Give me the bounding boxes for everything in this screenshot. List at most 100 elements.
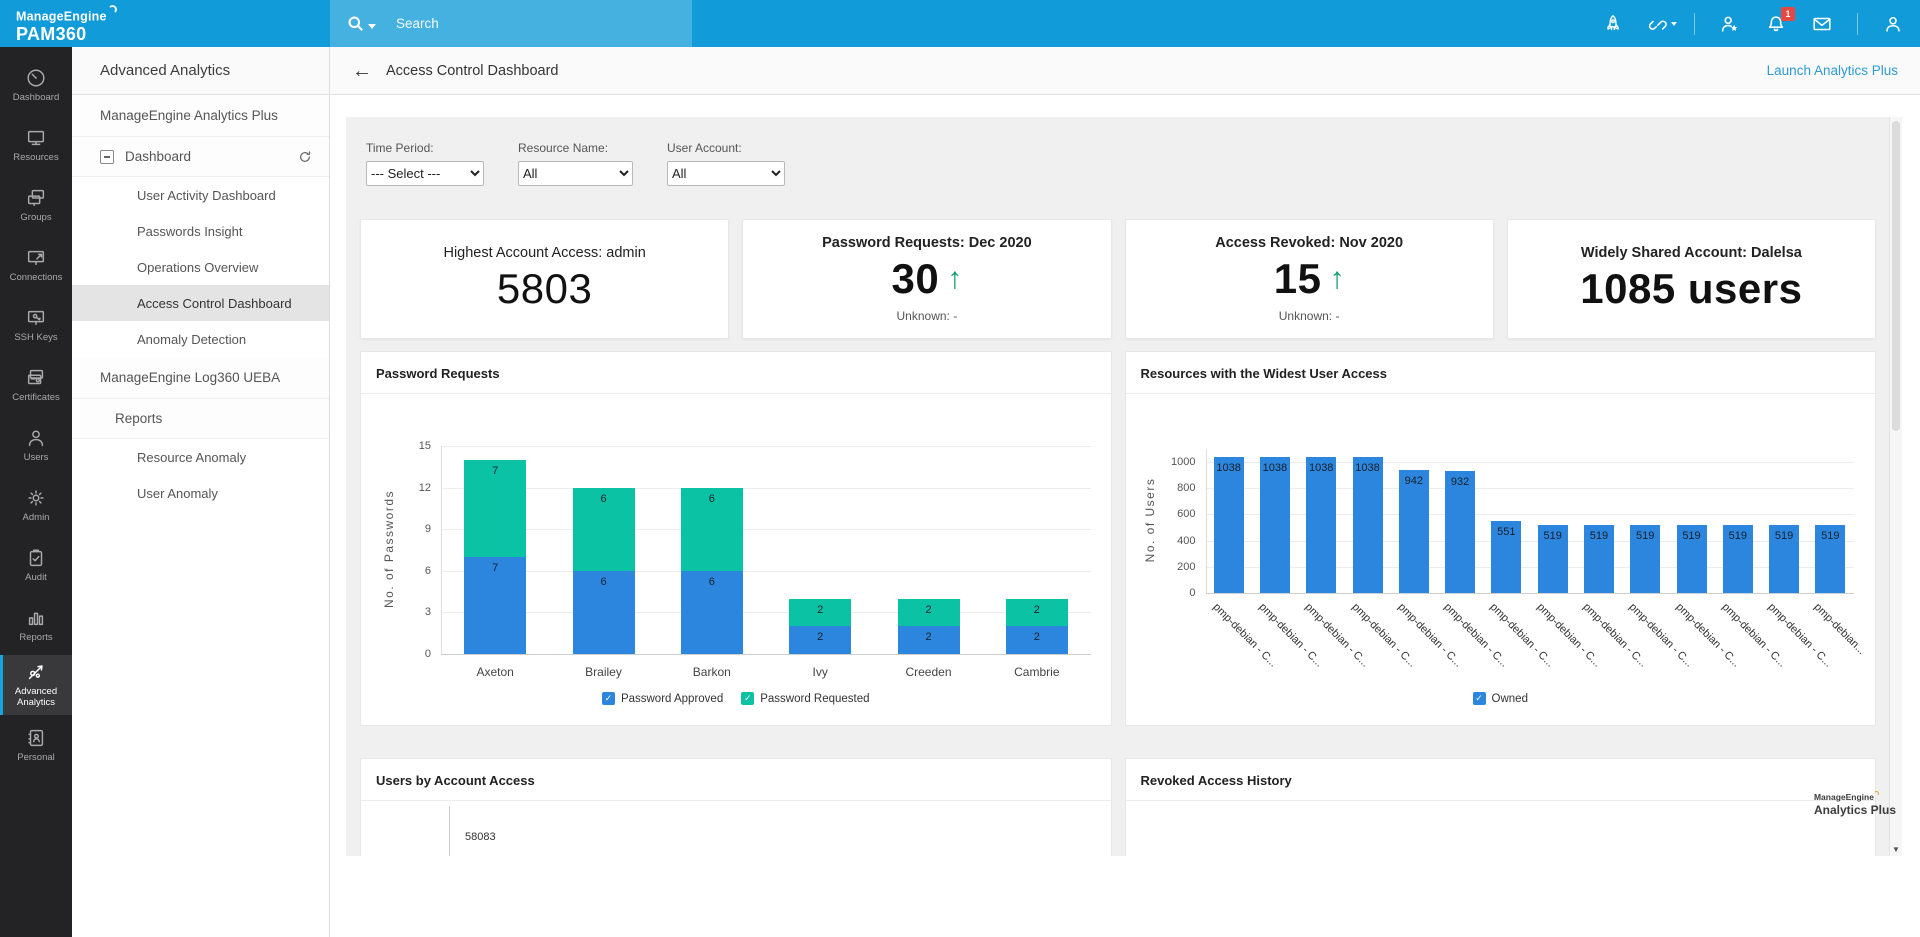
sidebar-item-user-anomaly[interactable]: User Anomaly (72, 475, 329, 511)
filter-select-time-period[interactable]: --- Select --- (366, 161, 484, 186)
caret-down-icon (1671, 21, 1677, 26)
bell-icon[interactable]: 1 (1765, 6, 1795, 35)
sidebar-item-access-control-dashboard[interactable]: Access Control Dashboard (72, 285, 329, 321)
x-category-label: Ivy (812, 665, 828, 679)
rail-item-dashboard[interactable]: Dashboard (0, 55, 72, 115)
bar-password-requested (897, 598, 960, 627)
refresh-icon[interactable] (297, 149, 313, 165)
bar-value-label: 1038 (1308, 462, 1334, 475)
profile-icon[interactable] (1882, 13, 1904, 35)
mail-icon[interactable] (1811, 13, 1833, 35)
rail-item-admin[interactable]: Admin (0, 475, 72, 535)
gridline (1205, 540, 1854, 542)
analytics-plus-watermark[interactable]: ManageEngine Analytics Plus (1814, 791, 1896, 817)
rail-item-label: Certificates (12, 391, 60, 403)
kpi-row: Highest Account Access: admin 5803 Passwor… (360, 219, 1876, 339)
trend-up-arrow-icon: ↑ (1329, 262, 1345, 295)
filter-select-resource-name[interactable]: All (518, 161, 633, 186)
bar-password-approved (680, 570, 743, 654)
legend-checkbox-icon[interactable]: ✓ (1472, 692, 1486, 705)
bar-value-label: 1038 (1216, 462, 1241, 475)
bar-owned (1630, 525, 1661, 593)
legend-checkbox-icon[interactable]: ✓ (601, 692, 615, 705)
search-scope-caret-icon[interactable] (368, 24, 376, 29)
rail-item-label: Connections (9, 271, 63, 283)
rail-item-resources[interactable]: Resources (0, 115, 72, 175)
filter-select-user-account[interactable]: All (667, 161, 785, 186)
rail-item-label: Advanced Analytics (14, 686, 58, 708)
collapse-icon[interactable] (100, 149, 114, 164)
kpi-value: 30 (891, 255, 940, 302)
pam360-logo[interactable]: ManageEngine PAM360 (16, 5, 117, 45)
scrollbar-down-arrow-icon[interactable]: ▼ (1892, 845, 1900, 854)
scrollbar-thumb[interactable] (1892, 121, 1900, 431)
sidebar-items: ManageEngine Analytics Plus Dashboard User… (72, 95, 329, 511)
gridline (441, 487, 1091, 489)
rail-item-connections[interactable]: Connections (0, 235, 72, 295)
watermark-product: Analytics Plus (1813, 802, 1896, 817)
x-category-label: Barkon (692, 665, 731, 679)
page-title: Access Control Dashboard (386, 62, 559, 79)
rail-item-advanced-analytics[interactable]: Advanced Analytics (0, 655, 72, 715)
legend-item-password-approved[interactable]: ✓ Password Approved (601, 692, 723, 705)
link-icon[interactable] (1648, 13, 1677, 35)
x-category-label: Brailey (585, 665, 622, 679)
search-input[interactable] (396, 16, 646, 31)
kpi-value: 5803 (496, 265, 593, 312)
rail-item-ssh-keys[interactable]: SSH Keys (0, 295, 72, 355)
legend-item-password-requested[interactable]: ✓ Password Requested (741, 692, 870, 705)
charts-row: Password Requests 7 7 Axeton 6 6 Brailey 6 6 Bar… (360, 351, 1876, 726)
topbar-icons: 1 (1602, 0, 1904, 47)
sidebar-item-anomaly-detection[interactable]: Anomaly Detection (72, 321, 329, 357)
panel-title: Resources with the Widest User Access (1125, 352, 1875, 394)
person-icon (25, 427, 47, 449)
topbar-separator (1694, 12, 1695, 35)
ssh-key-icon (25, 307, 47, 329)
bar-value-label: 519 (1636, 530, 1655, 543)
bar-value-label: 2 (1033, 631, 1040, 644)
y-axis-line (1205, 449, 1207, 593)
sidebar-item-manageengine-log360-ueba[interactable]: ManageEngine Log360 UEBA (72, 357, 329, 399)
clipboard-check-icon (25, 547, 47, 569)
vertical-scrollbar[interactable]: ▼ (1889, 117, 1902, 856)
rail-item-groups[interactable]: Groups (0, 175, 72, 235)
y-tick-label: 800 (1177, 482, 1196, 495)
rail-item-certificates[interactable]: Certificates (0, 355, 72, 415)
kpi-title: Password Requests: Dec 2020 (822, 235, 1032, 251)
sidebar-item-label: ManageEngine Log360 UEBA (100, 370, 281, 385)
search-icon[interactable] (346, 14, 365, 33)
sidebar-item-reports[interactable]: Reports (72, 399, 329, 439)
launch-analytics-plus-link[interactable]: Launch Analytics Plus (1766, 63, 1898, 78)
bar-value-label: 942 (1404, 474, 1423, 487)
panel-revoked-access-history: Revoked Access History (1124, 758, 1876, 856)
sidebar-item-passwords-insight[interactable]: Passwords Insight (72, 213, 329, 249)
bar-value-label: 6 (600, 575, 607, 588)
sidebar-item-user-activity-dashboard[interactable]: User Activity Dashboard (72, 177, 329, 213)
sidebar-item-label: User Activity Dashboard (137, 187, 276, 203)
bar-value-label: 2 (1033, 603, 1040, 616)
back-arrow-icon[interactable]: ← (352, 59, 372, 82)
bar-value-label: 519 (1774, 530, 1794, 543)
bar-password-requested (464, 459, 527, 557)
secondary-sidebar: Advanced Analytics ManageEngine Analytic… (72, 47, 330, 937)
rocket-icon[interactable] (1602, 13, 1624, 35)
legend-item-owned[interactable]: ✓ Owned (1472, 692, 1528, 705)
rail-item-label: Reports (19, 631, 53, 643)
chart1-legend: ✓ Password Approved ✓ Password Requested (361, 692, 1111, 705)
analytics-icon (25, 661, 47, 683)
user-star-icon[interactable] (1719, 13, 1741, 35)
sidebar-item-dashboard[interactable]: Dashboard (72, 137, 329, 177)
monitor-icon (25, 127, 47, 149)
trend-up-arrow-icon: ↑ (947, 262, 963, 295)
rail-item-personal[interactable]: Personal (0, 715, 72, 775)
sidebar-item-resource-anomaly[interactable]: Resource Anomaly (72, 439, 329, 475)
bar-password-approved (1005, 626, 1068, 654)
sidebar-item-manageengine-analytics-plus[interactable]: ManageEngine Analytics Plus (72, 95, 329, 137)
rail-item-users[interactable]: Users (0, 415, 72, 475)
legend-checkbox-icon[interactable]: ✓ (741, 692, 755, 705)
rail-item-audit[interactable]: Audit (0, 535, 72, 595)
sidebar-item-operations-overview[interactable]: Operations Overview (72, 249, 329, 285)
kpi-title: Widely Shared Account: Dalelsa (1580, 245, 1802, 261)
rail-item-label: Audit (25, 571, 47, 583)
rail-item-reports[interactable]: Reports (0, 595, 72, 655)
